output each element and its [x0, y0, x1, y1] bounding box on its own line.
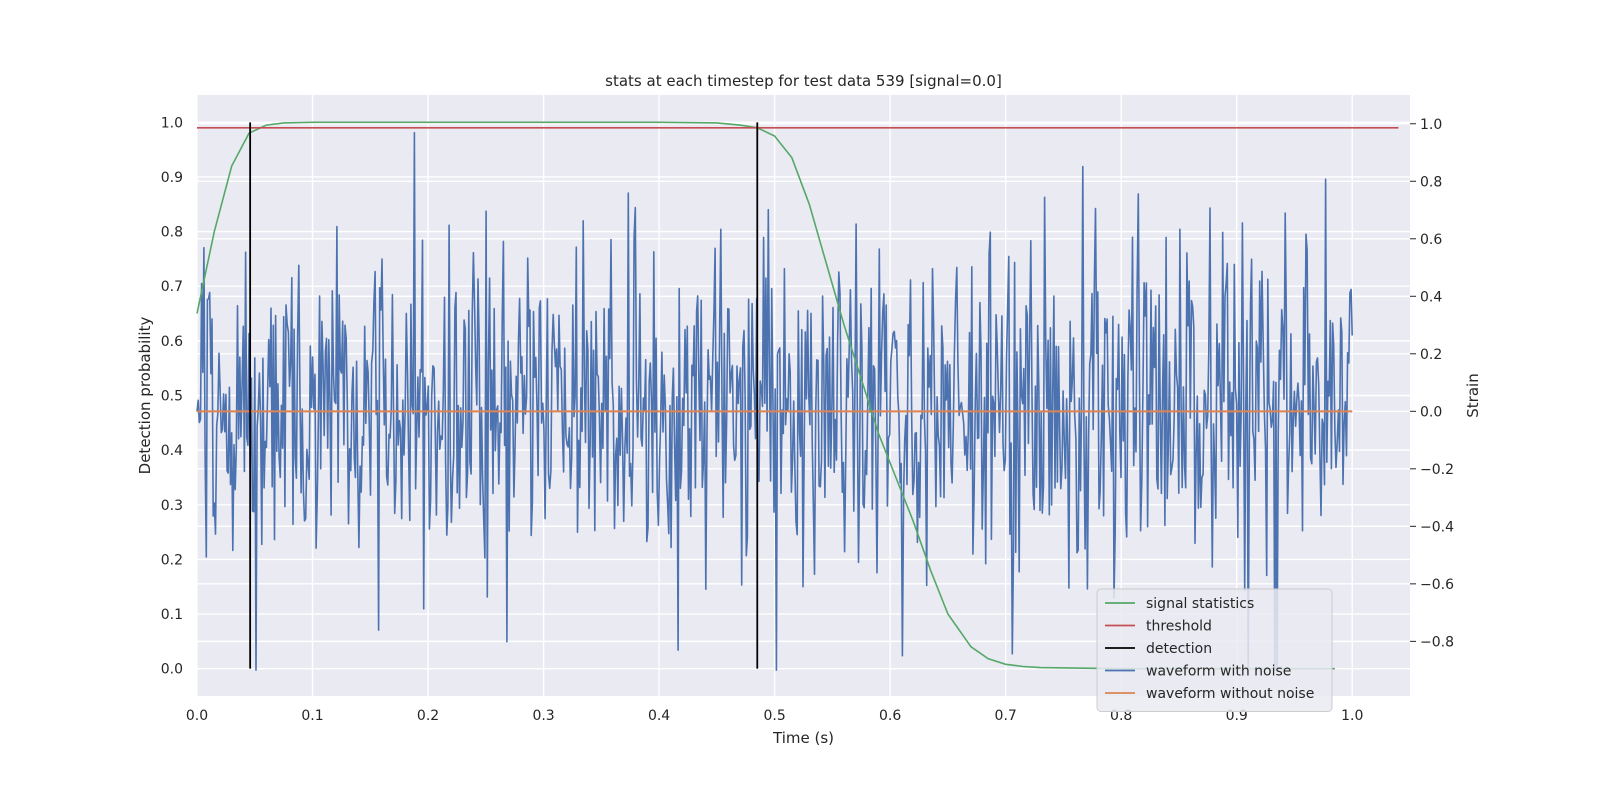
- legend-label: signal statistics: [1146, 596, 1254, 612]
- x-tick-label: 0.2: [417, 708, 439, 724]
- legend: signal statistics threshold detection wavef…: [1096, 588, 1333, 712]
- y-right-tick-label: −0.8: [1420, 634, 1454, 650]
- y-tick-label: 0.5: [161, 389, 183, 405]
- legend-label: waveform without noise: [1146, 686, 1314, 702]
- y-tick-label: 0.9: [161, 170, 183, 186]
- y-right-tick-label: 0.2: [1420, 347, 1442, 363]
- y-right-tick-label: 0.0: [1420, 404, 1442, 420]
- x-tick-label: 0.0: [186, 708, 208, 724]
- y-tick-label: 0.8: [161, 225, 183, 241]
- chart-title: stats at each timestep for test data 539…: [605, 72, 1002, 90]
- legend-label: waveform with noise: [1146, 664, 1291, 680]
- y-right-tick-label: −0.6: [1420, 577, 1454, 593]
- y-tick-label: 0.0: [161, 662, 183, 678]
- axis-ticks: 0.0 0.1 0.2 0.3 0.4 0.5 0.6 0.7 0.8 0.9 1.0 0.0 0.1 0…: [161, 115, 1454, 724]
- y-tick-label: 0.1: [161, 607, 183, 623]
- y-right-tick-label: 0.8: [1420, 174, 1442, 190]
- y-tick-label: 0.6: [161, 334, 183, 350]
- y-axis-label: Detection probability: [136, 317, 154, 475]
- y-right-tick-label: 0.6: [1420, 232, 1442, 248]
- y-right-tick-label: 1.0: [1420, 117, 1442, 133]
- y-tick-label: 0.2: [161, 552, 183, 568]
- x-tick-label: 0.6: [879, 708, 901, 724]
- x-tick-label: 0.5: [763, 708, 785, 724]
- y-right-tick-label: 0.4: [1420, 289, 1442, 305]
- x-tick-label: 0.7: [995, 708, 1017, 724]
- y-right-tick-label: −0.4: [1420, 519, 1454, 535]
- x-tick-label: 1.0: [1341, 708, 1363, 724]
- y-tick-label: 0.4: [161, 443, 183, 459]
- series-layer: [196, 121, 1399, 671]
- x-tick-label: 0.3: [532, 708, 554, 724]
- waveform-with-noise-line: [196, 131, 1353, 671]
- x-tick-label: 0.4: [648, 708, 670, 724]
- y-axis-right-label: Strain: [1464, 373, 1482, 417]
- y-tick-label: 0.7: [161, 279, 183, 295]
- y-tick-label: 1.0: [161, 115, 183, 131]
- y-tick-label: 0.3: [161, 498, 183, 514]
- signal-statistics-line: [196, 121, 1335, 670]
- legend-label: threshold: [1146, 619, 1212, 635]
- legend-label: detection: [1146, 641, 1212, 657]
- legend-box: [1096, 588, 1333, 712]
- y-right-tick-label: −0.2: [1420, 462, 1454, 478]
- x-axis-label: Time (s): [772, 729, 834, 747]
- x-tick-label: 0.1: [301, 708, 323, 724]
